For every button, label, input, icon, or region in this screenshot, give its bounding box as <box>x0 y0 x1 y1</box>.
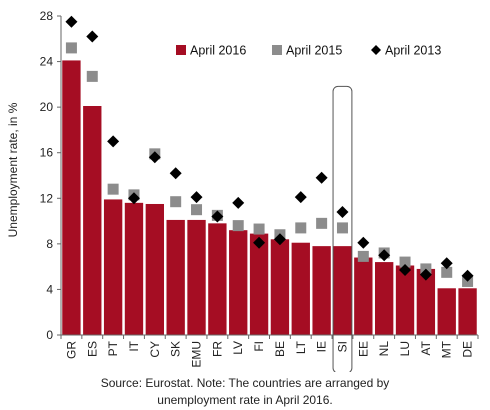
x-tick-label-fr: FR <box>210 341 224 357</box>
x-tick-label-es: ES <box>85 341 99 357</box>
legend-label: April 2015 <box>286 44 342 58</box>
marker-2015-fi <box>253 223 265 235</box>
x-tick-label-at: AT <box>419 340 433 355</box>
marker-2013-lu <box>399 264 412 277</box>
x-tick-label-be: BE <box>273 341 287 357</box>
x-tick-label-lu: LU <box>398 341 412 356</box>
marker-2013-be <box>273 233 286 246</box>
marker-2013-es <box>86 30 99 43</box>
legend-label: April 2013 <box>385 44 441 58</box>
bar-cy <box>145 203 164 335</box>
bar-be <box>270 239 290 335</box>
marker-2015-lt <box>295 222 307 234</box>
x-tick-label-pt: PT <box>106 340 120 356</box>
marker-2013-ie <box>315 171 328 184</box>
y-tick-label: 28 <box>40 9 54 23</box>
legend-swatch-2013 <box>371 45 381 55</box>
x-tick-label-si: SI <box>335 341 349 352</box>
marker-2013-mt <box>440 257 453 270</box>
x-tick-label-mt: MT <box>440 340 454 358</box>
y-tick-label: 12 <box>40 191 54 205</box>
x-tick-label-lv: LV <box>231 341 245 355</box>
marker-2013-at <box>419 268 432 281</box>
legend-swatch-2016 <box>176 45 186 55</box>
marker-2013-it <box>127 192 140 205</box>
y-tick-label: 16 <box>40 146 54 160</box>
marker-2013-gr <box>65 15 78 28</box>
bar-si <box>333 246 352 335</box>
legend-label: April 2016 <box>190 44 246 58</box>
bar-pt <box>103 199 123 335</box>
marker-2013-fi <box>253 236 266 249</box>
marker-2013-cy <box>148 151 161 164</box>
bar-ee <box>354 257 373 335</box>
marker-2015-mt <box>441 266 453 278</box>
y-tick-label: 0 <box>46 328 53 342</box>
x-tick-label-nl: NL <box>377 341 391 357</box>
bar-lt <box>291 242 310 335</box>
bar-lv <box>229 230 248 335</box>
highlight-box <box>332 85 353 372</box>
bar-at <box>416 268 436 335</box>
marker-2013-nl <box>378 249 391 262</box>
marker-2015-sk <box>170 196 182 208</box>
marker-2015-si <box>336 222 348 234</box>
x-tick-label-fi: FI <box>252 341 266 352</box>
bar-nl <box>375 262 394 335</box>
bar-gr <box>62 60 81 336</box>
x-tick-label-ie: IE <box>315 341 329 352</box>
y-tick-label: 24 <box>40 55 54 69</box>
x-tick-label-cy: CY <box>148 341 162 358</box>
source-note-line-1: Source: Eurostat. Note: The countries ar… <box>100 376 390 390</box>
x-tick-label-ee: EE <box>356 341 370 357</box>
marker-2015-emu <box>191 204 203 216</box>
marker-2013-ee <box>357 236 370 249</box>
source-note-line-2: unemployment rate in April 2016. <box>157 393 333 407</box>
x-tick-label-sk: SK <box>169 341 183 357</box>
bar-fi <box>249 233 269 335</box>
marker-2013-emu <box>190 191 203 204</box>
marker-2013-pt <box>107 135 120 148</box>
bar-mt <box>437 288 456 335</box>
legend: April 2016 April 2015 April 2013 <box>176 44 441 58</box>
chart: Unemployment rate, in % April 2016 April … <box>6 9 479 372</box>
bar-fr <box>208 223 227 335</box>
y-tick-label: 20 <box>40 100 54 114</box>
x-tick-label-emu: EMU <box>190 341 204 368</box>
marker-2015-pt <box>107 183 119 195</box>
marker-2015-lv <box>232 220 244 232</box>
x-tick-label-it: IT <box>127 340 141 351</box>
x-tick-label-lt: LT <box>294 340 308 354</box>
marker-2015-ee <box>357 250 369 262</box>
marker-2013-de <box>461 269 474 282</box>
y-tick-label: 8 <box>46 237 53 251</box>
bar-lu <box>395 265 415 335</box>
x-tick-label-gr: GR <box>64 341 78 359</box>
marker-2013-lv <box>232 196 245 209</box>
marker-2013-fr <box>211 210 224 223</box>
bar-de <box>458 288 477 335</box>
bar-it <box>124 202 144 335</box>
marker-2013-sk <box>169 167 182 180</box>
bar-ie <box>312 246 331 335</box>
y-tick-label: 4 <box>46 282 53 296</box>
bar-sk <box>166 219 185 335</box>
legend-swatch-2015 <box>272 45 282 55</box>
y-axis-label: Unemployment rate, in % <box>6 102 20 237</box>
bar-es <box>83 106 102 335</box>
marker-2015-gr <box>65 42 77 54</box>
bar-emu <box>187 219 206 335</box>
marker-2015-lu <box>399 256 411 268</box>
marker-2015-ie <box>316 217 328 229</box>
marker-2013-si <box>336 205 349 218</box>
marker-2013-lt <box>294 191 307 204</box>
x-tick-label-de: DE <box>461 341 475 358</box>
plot-area: 0 4 8 12 16 20 24 28 GR ES PT IT CY SK EMU FR LV FI BE LT IE… <box>40 9 479 372</box>
marker-2015-es <box>86 70 98 82</box>
